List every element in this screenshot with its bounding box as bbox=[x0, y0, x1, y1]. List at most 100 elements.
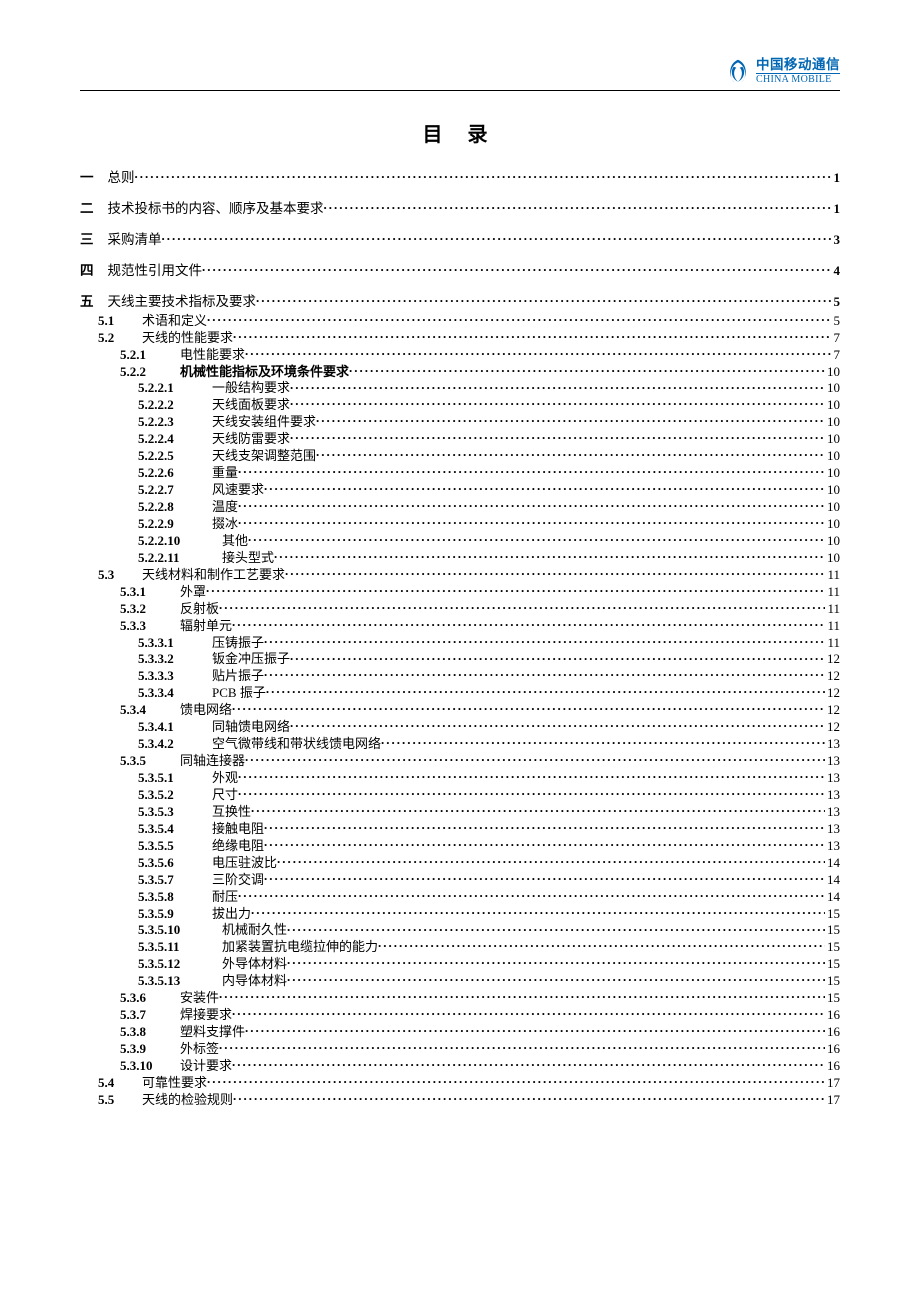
toc-leader bbox=[238, 769, 825, 782]
toc-leader bbox=[290, 396, 825, 409]
toc-leader bbox=[251, 905, 825, 918]
toc-entry: 5.3.6安装件15 bbox=[80, 989, 840, 1006]
toc-leader bbox=[207, 1074, 825, 1087]
toc-num: 5.3.5.3 bbox=[138, 805, 208, 820]
toc-num: 5.2.2.4 bbox=[138, 432, 208, 447]
toc-leader bbox=[264, 837, 825, 850]
toc-label: 天线面板要求 bbox=[208, 398, 290, 413]
toc-entry: 5.3.10设计要求 16 bbox=[80, 1057, 840, 1074]
toc-page: 5 bbox=[832, 314, 841, 329]
toc-page: 13 bbox=[825, 822, 840, 837]
toc-entry: 5.3.3辐射单元11 bbox=[80, 617, 840, 634]
toc-label: 机械耐久性 bbox=[218, 923, 287, 938]
toc-leader bbox=[256, 293, 832, 306]
toc-label: 设计要求 bbox=[176, 1059, 232, 1074]
toc-entry: 5.3.5.2尺寸13 bbox=[80, 786, 840, 803]
toc-leader bbox=[206, 583, 825, 596]
toc-leader bbox=[207, 312, 831, 325]
toc-label: 尺寸 bbox=[208, 788, 238, 803]
toc-entry: 5.3.5.7三阶交调14 bbox=[80, 871, 840, 888]
toc-num: 四 bbox=[80, 263, 94, 279]
toc-entry: 5.3.9外标签16 bbox=[80, 1040, 840, 1057]
brand-logo: 中国移动通信 CHINA MOBILE bbox=[724, 58, 840, 86]
toc-num: 5.5 bbox=[98, 1093, 138, 1108]
toc-num: 5.2.2.5 bbox=[138, 449, 208, 464]
toc-page: 17 bbox=[825, 1076, 840, 1091]
toc-leader bbox=[233, 329, 831, 342]
toc-leader bbox=[290, 718, 825, 731]
toc-entry: 二技术投标书的内容、顺序及基本要求1 bbox=[80, 200, 840, 217]
toc-page: 10 bbox=[825, 483, 840, 498]
toc-page: 16 bbox=[825, 1008, 840, 1023]
toc-num: 5.3.10 bbox=[120, 1059, 176, 1074]
toc-entry: 5.2天线的性能要求7 bbox=[80, 329, 840, 346]
toc-label: PCB 振子 bbox=[208, 686, 266, 701]
toc-leader bbox=[285, 566, 825, 579]
toc-label: 机械性能指标及环境条件要求 bbox=[176, 365, 349, 380]
toc-leader bbox=[162, 231, 832, 244]
toc-page: 7 bbox=[832, 331, 841, 346]
toc-leader bbox=[251, 803, 825, 816]
toc-num: 5.3.5 bbox=[120, 754, 176, 769]
toc-label: 电压驻波比 bbox=[208, 856, 277, 871]
toc-entry: 5.3.5.10机械耐久性15 bbox=[80, 921, 840, 938]
toc-leader bbox=[238, 464, 825, 477]
toc-entry: 5.3.3.3贴片振子12 bbox=[80, 667, 840, 684]
toc-num: 一 bbox=[80, 170, 94, 186]
toc-leader bbox=[219, 600, 825, 613]
toc-leader bbox=[248, 532, 825, 545]
toc-leader bbox=[245, 752, 825, 765]
toc-page: 1 bbox=[832, 202, 841, 217]
toc-num: 5.2.2.1 bbox=[138, 381, 208, 396]
toc-page: 12 bbox=[825, 652, 840, 667]
toc-label: 同轴馈电网络 bbox=[208, 720, 290, 735]
toc-page: 16 bbox=[825, 1059, 840, 1074]
toc-label: 一般结构要求 bbox=[208, 381, 290, 396]
toc-entry: 5.3.3.2钣金冲压振子12 bbox=[80, 650, 840, 667]
toc-num: 5.1 bbox=[98, 314, 138, 329]
toc-page: 12 bbox=[825, 686, 840, 701]
toc-leader bbox=[264, 481, 825, 494]
toc-label: 绝缘电阻 bbox=[208, 839, 264, 854]
toc-label: 天线的性能要求 bbox=[138, 331, 233, 346]
toc-num: 5.3.5.7 bbox=[138, 873, 208, 888]
toc-num: 5.2.2 bbox=[120, 365, 176, 380]
toc-entry: 5.3.8塑料支撑件16 bbox=[80, 1023, 840, 1040]
toc-leader bbox=[287, 921, 825, 934]
toc-entry: 5.4可靠性要求17 bbox=[80, 1074, 840, 1091]
toc-num: 5.3.3.2 bbox=[138, 652, 208, 667]
toc-page: 13 bbox=[825, 737, 840, 752]
toc-page: 16 bbox=[825, 1042, 840, 1057]
toc-num: 5.3.9 bbox=[120, 1042, 176, 1057]
toc-num: 5.3.4.1 bbox=[138, 720, 208, 735]
toc-leader bbox=[378, 938, 825, 951]
toc-num: 五 bbox=[80, 294, 94, 310]
toc-num: 5.3.5.8 bbox=[138, 890, 208, 905]
toc-label: 天线支架调整范围 bbox=[208, 449, 316, 464]
toc-page: 11 bbox=[825, 585, 840, 600]
toc-leader bbox=[287, 955, 825, 968]
toc-label: 塑料支撑件 bbox=[176, 1025, 245, 1040]
toc-page: 3 bbox=[832, 233, 841, 248]
toc-page: 11 bbox=[825, 636, 840, 651]
toc-entry: 5.2.2.5天线支架调整范围10 bbox=[80, 447, 840, 464]
toc-num: 5.3.6 bbox=[120, 991, 176, 1006]
toc-page: 16 bbox=[825, 1025, 840, 1040]
toc-num: 5.2.1 bbox=[120, 348, 176, 363]
toc-entry: 5.2.2.9掇冰10 bbox=[80, 515, 840, 532]
toc-page: 10 bbox=[825, 500, 840, 515]
toc-entry: 5.3.5.3互换性13 bbox=[80, 803, 840, 820]
toc-label: 总则 bbox=[94, 170, 135, 186]
toc-entry: 5.3.5.1外观13 bbox=[80, 769, 840, 786]
toc-entry: 5.2.2.6重量10 bbox=[80, 464, 840, 481]
toc-page: 10 bbox=[825, 398, 840, 413]
toc-label: 技术投标书的内容、顺序及基本要求 bbox=[94, 201, 324, 217]
toc-entry: 五天线主要技术指标及要求5 bbox=[80, 293, 840, 310]
toc-entry: 5.3.5.13内导体材料15 bbox=[80, 972, 840, 989]
toc-label: 掇冰 bbox=[208, 517, 238, 532]
toc-label: 馈电网络 bbox=[176, 703, 232, 718]
toc-entry: 5.3.3.1压铸振子11 bbox=[80, 634, 840, 651]
toc-leader bbox=[316, 413, 825, 426]
toc-leader bbox=[238, 786, 825, 799]
toc-label: 空气微带线和带状线馈电网络 bbox=[208, 737, 381, 752]
